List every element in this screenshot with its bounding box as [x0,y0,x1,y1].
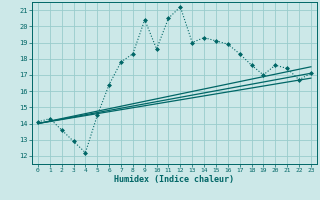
X-axis label: Humidex (Indice chaleur): Humidex (Indice chaleur) [115,175,234,184]
